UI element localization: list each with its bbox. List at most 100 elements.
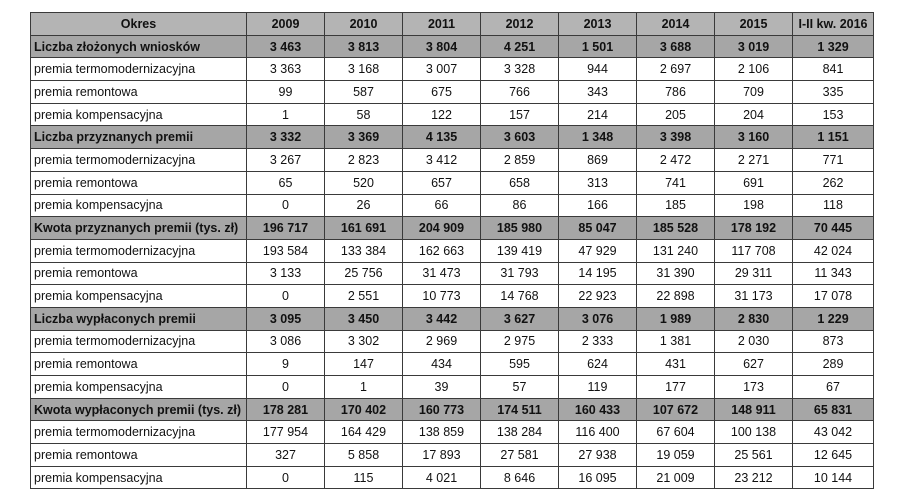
table-cell: 185 980 xyxy=(480,216,559,240)
table-row: premia termomodernizacyjna 3 363 3 168 3 00… xyxy=(30,57,874,82)
table-cell: 166 xyxy=(558,193,637,218)
table-cell: 133 384 xyxy=(324,238,403,263)
table-cell: 131 240 xyxy=(636,238,715,263)
table-cell: 2 472 xyxy=(636,148,715,172)
table-cell: 198 xyxy=(714,193,793,218)
table-cell: 43 042 xyxy=(792,420,874,445)
table-cell: 153 xyxy=(792,102,874,127)
header-2016-q1-q2: I-II kw. 2016 xyxy=(792,12,874,36)
table-cell: 1 xyxy=(324,375,403,399)
table-cell: 3 076 xyxy=(558,306,637,331)
table-cell: 869 xyxy=(558,148,637,172)
table-cell: 31 793 xyxy=(480,261,559,286)
table-cell: 185 528 xyxy=(636,216,715,240)
table-cell: 3 086 xyxy=(246,329,325,354)
table-cell: 2 551 xyxy=(324,284,403,308)
header-year-2013: 2013 xyxy=(558,12,637,36)
row-label: Kwota przyznanych premii (tys. zł) xyxy=(30,216,247,240)
table-cell: 100 138 xyxy=(714,420,793,445)
table-cell: 22 898 xyxy=(636,284,715,308)
table-cell: 17 078 xyxy=(792,284,874,308)
table-cell: 66 xyxy=(402,193,481,218)
header-year-2009: 2009 xyxy=(246,12,325,36)
table-cell: 3 627 xyxy=(480,306,559,331)
table-group-row: Liczba przyznanych premii 3 332 3 369 4 135… xyxy=(30,125,874,150)
table-cell: 205 xyxy=(636,102,715,127)
table-row: premia kompensacyjna 0 1 39 57 119 177 173 67 xyxy=(30,375,874,399)
table-cell: 25 756 xyxy=(324,261,403,286)
table-cell: 16 095 xyxy=(558,465,637,490)
table-cell: 42 024 xyxy=(792,238,874,263)
table-cell: 193 584 xyxy=(246,238,325,263)
table-cell: 3 442 xyxy=(402,306,481,331)
row-label: premia kompensacyjna xyxy=(30,102,247,127)
table-cell: 26 xyxy=(324,193,403,218)
table-cell: 944 xyxy=(558,57,637,82)
table-cell: 2 969 xyxy=(402,329,481,354)
table-cell: 22 923 xyxy=(558,284,637,308)
table-cell: 17 893 xyxy=(402,443,481,467)
table-cell: 4 135 xyxy=(402,125,481,150)
table-cell: 595 xyxy=(480,352,559,376)
row-label: premia kompensacyjna xyxy=(30,375,247,399)
table-cell: 2 697 xyxy=(636,57,715,82)
table-cell: 86 xyxy=(480,193,559,218)
table-cell: 3 804 xyxy=(402,34,481,59)
table-cell: 178 192 xyxy=(714,216,793,240)
table-cell: 2 106 xyxy=(714,57,793,82)
table-cell: 119 xyxy=(558,375,637,399)
table-row: premia remontowa 3 133 25 756 31 473 31 793 1… xyxy=(30,261,874,286)
table-cell: 520 xyxy=(324,170,403,195)
table-cell: 2 030 xyxy=(714,329,793,354)
header-year-2014: 2014 xyxy=(636,12,715,36)
table-cell: 3 688 xyxy=(636,34,715,59)
table-cell: 2 271 xyxy=(714,148,793,172)
table-cell: 138 284 xyxy=(480,420,559,445)
table-cell: 431 xyxy=(636,352,715,376)
row-label: premia termomodernizacyjna xyxy=(30,57,247,82)
table-cell: 196 717 xyxy=(246,216,325,240)
table-cell: 116 400 xyxy=(558,420,637,445)
table-cell: 0 xyxy=(246,375,325,399)
table-group-row: Liczba złożonych wniosków 3 463 3 813 3 804… xyxy=(30,34,874,59)
table-cell: 0 xyxy=(246,284,325,308)
table-cell: 1 381 xyxy=(636,329,715,354)
table-cell: 65 831 xyxy=(792,397,874,422)
table-cell: 19 059 xyxy=(636,443,715,467)
table-cell: 8 646 xyxy=(480,465,559,490)
table-cell: 766 xyxy=(480,80,559,104)
table-cell: 3 302 xyxy=(324,329,403,354)
table-cell: 3 412 xyxy=(402,148,481,172)
table-cell: 160 433 xyxy=(558,397,637,422)
table-cell: 3 095 xyxy=(246,306,325,331)
table-cell: 4 021 xyxy=(402,465,481,490)
table-cell: 3 603 xyxy=(480,125,559,150)
row-label: premia kompensacyjna xyxy=(30,465,247,490)
table-group-row: Kwota wypłaconych premii (tys. zł) 178 28… xyxy=(30,397,874,422)
table-cell: 138 859 xyxy=(402,420,481,445)
table-header-row: Okres 2009 2010 2011 2012 2013 2014 2015… xyxy=(30,12,874,36)
table-cell: 3 332 xyxy=(246,125,325,150)
table-cell: 873 xyxy=(792,329,874,354)
row-label: Kwota wypłaconych premii (tys. zł) xyxy=(30,397,247,422)
table-cell: 47 929 xyxy=(558,238,637,263)
table-cell: 65 xyxy=(246,170,325,195)
table-cell: 177 xyxy=(636,375,715,399)
table-cell: 14 195 xyxy=(558,261,637,286)
table-cell: 107 672 xyxy=(636,397,715,422)
row-label: premia remontowa xyxy=(30,261,247,286)
table-cell: 67 xyxy=(792,375,874,399)
table-cell: 170 402 xyxy=(324,397,403,422)
row-label: premia termomodernizacyjna xyxy=(30,329,247,354)
table-cell: 139 419 xyxy=(480,238,559,263)
table-cell: 204 xyxy=(714,102,793,127)
table-cell: 173 xyxy=(714,375,793,399)
table-cell: 2 975 xyxy=(480,329,559,354)
table-cell: 85 047 xyxy=(558,216,637,240)
table-cell: 343 xyxy=(558,80,637,104)
table-cell: 117 708 xyxy=(714,238,793,263)
table-cell: 3 813 xyxy=(324,34,403,59)
table-cell: 9 xyxy=(246,352,325,376)
table-cell: 657 xyxy=(402,170,481,195)
row-label: premia remontowa xyxy=(30,170,247,195)
